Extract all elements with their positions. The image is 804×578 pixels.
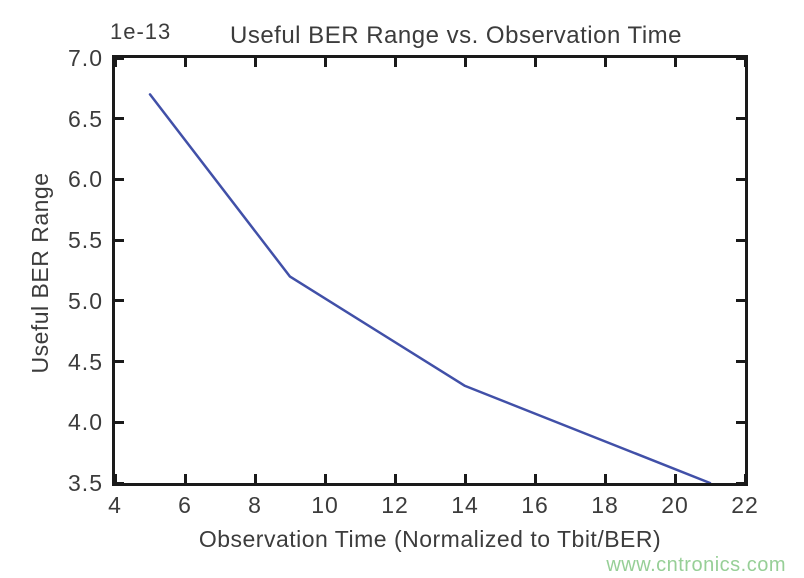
tick-mark — [736, 238, 745, 242]
x-tick-label: 16 — [521, 492, 549, 518]
x-tick-label: 6 — [178, 492, 192, 518]
tick-mark — [736, 299, 745, 303]
tick-mark — [736, 360, 745, 364]
tick-mark — [603, 58, 607, 67]
tick-mark — [115, 299, 124, 303]
y-tick-label: 3.5 — [68, 470, 103, 496]
tick-mark — [736, 117, 745, 121]
tick-mark — [736, 177, 745, 181]
x-tick-label: 10 — [311, 492, 339, 518]
tick-mark — [115, 56, 124, 60]
x-tick-label: 20 — [661, 492, 689, 518]
tick-mark — [603, 474, 607, 483]
tick-mark — [533, 474, 537, 483]
y-tick-label: 5.5 — [68, 227, 103, 254]
tick-mark — [115, 117, 124, 121]
y-tick-label: 4.0 — [68, 409, 103, 436]
y-tick-label: 6.5 — [68, 105, 103, 132]
x-axis-label: Observation Time (Normalized to Tbit/BER… — [198, 526, 662, 552]
chart-title: Useful BER Range vs. Observation Time — [229, 22, 682, 49]
y-tick-label: 4.5 — [68, 348, 103, 375]
tick-mark — [533, 58, 537, 67]
x-tick-label: 18 — [591, 492, 619, 518]
x-tick-label: 12 — [381, 492, 409, 518]
tick-mark — [323, 58, 327, 67]
tick-mark — [113, 58, 117, 67]
tick-mark — [115, 481, 124, 485]
x-tick-label: 4 — [108, 492, 122, 518]
tick-mark — [115, 420, 124, 424]
tick-mark — [115, 360, 124, 364]
tick-mark — [743, 474, 747, 483]
tick-mark — [463, 474, 467, 483]
watermark: www.cntronics.com — [606, 554, 786, 576]
data-line — [148, 93, 712, 483]
y-tick-label: 5.0 — [68, 287, 103, 314]
tick-mark — [736, 481, 745, 485]
x-tick-label: 8 — [248, 492, 262, 518]
tick-mark — [183, 474, 187, 483]
tick-mark — [393, 474, 397, 483]
tick-mark — [673, 58, 677, 67]
tick-mark — [115, 177, 124, 181]
y-axis-offset-label: 1e-13 — [110, 19, 172, 44]
tick-mark — [253, 474, 257, 483]
y-tick-label: 6.0 — [68, 166, 103, 193]
tick-mark — [736, 56, 745, 60]
tick-mark — [183, 58, 187, 67]
x-tick-label: 22 — [731, 492, 759, 518]
y-tick-label: 7.0 — [68, 45, 103, 71]
tick-mark — [743, 58, 747, 67]
tick-mark — [253, 58, 257, 67]
tick-mark — [673, 474, 677, 483]
tick-mark — [736, 420, 745, 424]
x-tick-label: 14 — [451, 492, 479, 518]
tick-mark — [323, 474, 327, 483]
tick-mark — [115, 238, 124, 242]
plot-area — [112, 55, 748, 486]
tick-mark — [113, 474, 117, 483]
tick-mark — [393, 58, 397, 67]
tick-mark — [463, 58, 467, 67]
